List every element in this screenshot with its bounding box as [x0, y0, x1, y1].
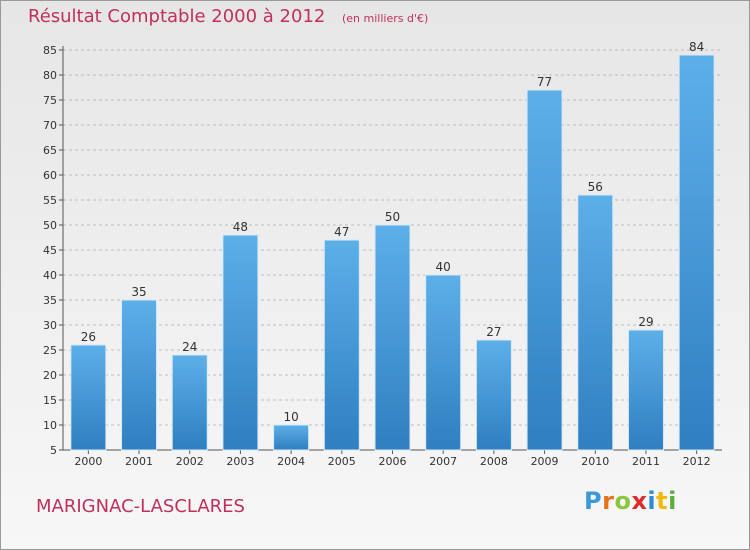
data-label-2008: 27: [486, 325, 501, 339]
x-tick-label-2010: 2010: [581, 455, 609, 468]
logo-letter: r: [602, 487, 615, 515]
y-tick-label: 50: [43, 219, 57, 232]
data-labels: 26 35 24 48 10 47 50 40 27 77 56 29 84: [81, 40, 705, 424]
y-tick-label: 5: [50, 444, 57, 457]
x-tick-label-2007: 2007: [429, 455, 457, 468]
y-tick-label: 15: [43, 394, 57, 407]
bar-2004: [273, 424, 310, 451]
bar-2005: [323, 239, 360, 451]
logo-letter: P: [584, 487, 603, 515]
y-tick-label: 70: [43, 119, 57, 132]
bar-2006: [374, 224, 411, 451]
y-tick-label: 60: [43, 169, 57, 182]
bar-2010: [577, 194, 614, 451]
axes: 5 10 15 20 25 30 35 40 45 50 55 60 65 70 75 80 85 2000 200…: [43, 44, 722, 468]
data-label-2005: 47: [334, 225, 349, 239]
y-tick-label: 55: [43, 194, 57, 207]
logo-letter: o: [614, 487, 632, 515]
y-tick-label: 75: [43, 94, 57, 107]
y-tick-label: 30: [43, 319, 57, 332]
x-tick-label-2000: 2000: [74, 455, 102, 468]
y-tick-label: 85: [43, 44, 57, 57]
x-tick-label-2012: 2012: [683, 455, 711, 468]
proxiti-logo: Proxiti: [584, 487, 677, 515]
bar-2003: [222, 234, 259, 451]
data-label-2007: 40: [436, 260, 451, 274]
logo-letter: i: [668, 487, 677, 515]
data-label-2009: 77: [537, 75, 552, 89]
y-tick-label: 80: [43, 69, 57, 82]
y-tick-label: 10: [43, 419, 57, 432]
data-label-2001: 35: [131, 285, 146, 299]
bars: [70, 54, 715, 451]
x-tick-label-2009: 2009: [531, 455, 559, 468]
x-tick-label-2006: 2006: [379, 455, 407, 468]
bar-2000: [70, 344, 107, 451]
y-tick-label: 45: [43, 244, 57, 257]
bar-2001: [121, 299, 158, 451]
logo-letter: t: [656, 487, 669, 515]
x-tick-label-2003: 2003: [226, 455, 254, 468]
x-tick-label-2004: 2004: [277, 455, 305, 468]
data-label-2011: 29: [638, 315, 653, 329]
y-tick-label: 20: [43, 369, 57, 382]
bar-2008: [475, 339, 512, 451]
x-tick-label-2008: 2008: [480, 455, 508, 468]
bar-2002: [171, 354, 208, 451]
y-tick-label: 65: [43, 144, 57, 157]
data-label-2006: 50: [385, 210, 400, 224]
data-label-2002: 24: [182, 340, 197, 354]
data-label-2004: 10: [283, 410, 298, 424]
logo-letter: x: [631, 487, 648, 515]
x-tick-label-2005: 2005: [328, 455, 356, 468]
chart-subtitle: (en milliers d'€): [342, 12, 429, 25]
data-label-2010: 56: [588, 180, 603, 194]
logo-letter: i: [647, 487, 657, 515]
bar-2009: [526, 89, 563, 451]
chart-title: Résultat Comptable 2000 à 2012: [28, 6, 326, 27]
bar-2012: [678, 54, 715, 451]
data-label-2003: 48: [233, 220, 248, 234]
bar-2011: [627, 329, 664, 451]
data-label-2012: 84: [689, 40, 704, 54]
data-label-2000: 26: [81, 330, 96, 344]
commune-name: MARIGNAC-LASCLARES: [36, 496, 245, 517]
y-tick-label: 35: [43, 294, 57, 307]
x-tick-label-2011: 2011: [632, 455, 660, 468]
x-tick-label-2001: 2001: [125, 455, 153, 468]
y-tick-label: 25: [43, 344, 57, 357]
x-tick-label-2002: 2002: [176, 455, 204, 468]
bar-2007: [425, 274, 462, 451]
y-tick-label: 40: [43, 269, 57, 282]
